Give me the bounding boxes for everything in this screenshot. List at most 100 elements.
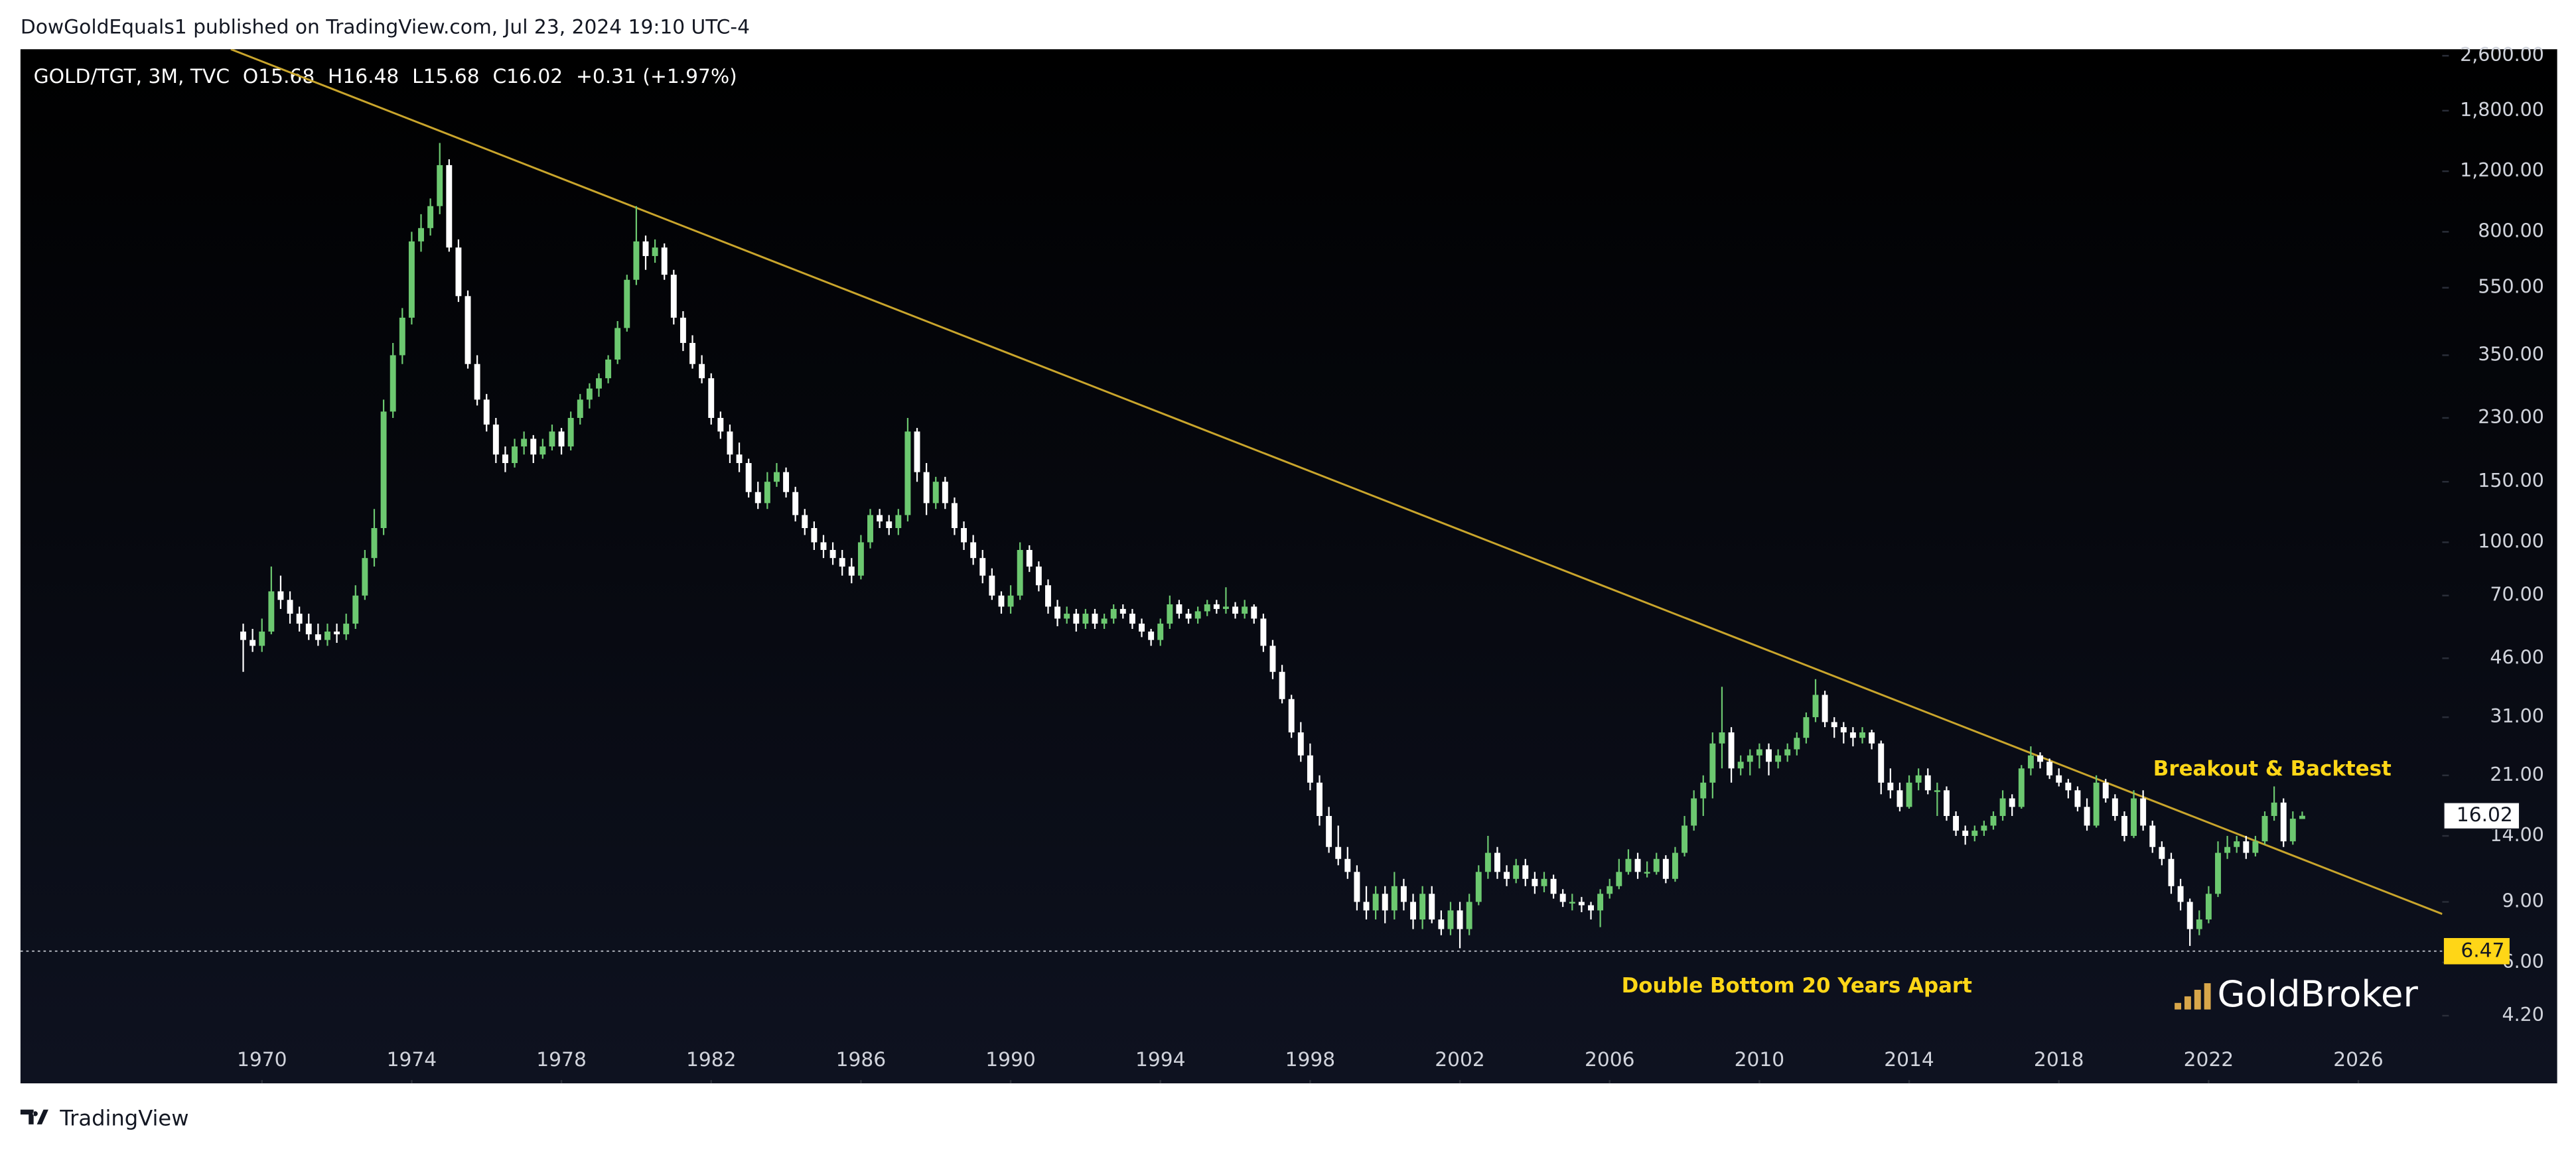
candle-body [2140, 798, 2147, 826]
support-price-box [2443, 937, 2510, 965]
candle-body [1849, 732, 1856, 738]
logo-bar [2175, 1002, 2182, 1010]
candle-body [792, 492, 799, 515]
candle-body [1924, 775, 1931, 791]
candle-body [904, 431, 911, 515]
candle-body [1728, 732, 1735, 769]
footer-brand: TradingView [59, 1105, 188, 1130]
candle-body [1494, 852, 1500, 872]
y-tick-label: 150.00 [2478, 470, 2544, 492]
candle-body [1194, 611, 1201, 619]
candle-body [1859, 732, 1865, 738]
candle-body [399, 317, 405, 356]
candle-body [1616, 872, 1622, 886]
candle-body [1794, 738, 1800, 750]
candle-body [848, 567, 855, 576]
candle-body [989, 575, 995, 596]
candle-body [942, 482, 948, 504]
x-tick-label: 2002 [1435, 1048, 1485, 1071]
candle-body [1017, 550, 1023, 596]
axes: 2,600.00 1,800.00 1,200.00 800.00 550.00 350.… [237, 44, 2544, 1084]
candle-body [296, 614, 303, 624]
candle-body [315, 634, 321, 640]
candle-body [802, 515, 808, 529]
candle-body [699, 364, 705, 379]
x-tick-label: 1982 [686, 1048, 737, 1071]
candle-body [305, 624, 312, 635]
x-tick-label: 2018 [2034, 1048, 2084, 1071]
candle-body [1242, 606, 1248, 614]
candle-body [539, 446, 546, 455]
x-tick-label: 1994 [1135, 1048, 1186, 1071]
candle-body [1279, 671, 1285, 699]
x-tick-label: 1970 [237, 1048, 287, 1071]
candle-body [708, 378, 715, 418]
candle-body [951, 503, 958, 529]
candle-body [1288, 699, 1295, 733]
last-price-label: 16.02 [2457, 803, 2513, 827]
candle-body [1578, 902, 1585, 906]
candle-body [371, 528, 378, 559]
candle-body [2280, 802, 2287, 842]
candle-body [1756, 749, 1762, 756]
candle-body [2299, 815, 2305, 819]
candle-body [2196, 919, 2202, 929]
candle-body [343, 624, 350, 635]
candle-body [1999, 798, 2006, 816]
candle-body [1662, 858, 1669, 879]
candle-body [446, 165, 453, 248]
candle-body [1775, 755, 1782, 762]
candle-body [2215, 852, 2221, 894]
candle-body [1906, 782, 1912, 807]
candle-body [1559, 894, 1566, 902]
x-tick-label: 2022 [2184, 1048, 2234, 1071]
candle-body [1447, 910, 1454, 929]
candle-body [2186, 902, 2193, 929]
candle-body [923, 472, 930, 504]
y-tick-label: 350.00 [2478, 343, 2544, 365]
support-price-label: 6.47 [2461, 939, 2504, 962]
candle-body [2131, 798, 2137, 837]
candle-body [2018, 768, 2025, 807]
candle-body [324, 632, 330, 640]
candle-body [1569, 902, 1575, 904]
candle-body [998, 595, 1005, 607]
candle-body [867, 515, 873, 543]
candle-body [857, 542, 864, 576]
candle-body [1691, 798, 1697, 826]
candle-body [1026, 550, 1033, 567]
last-price-box [2443, 802, 2520, 830]
candle-body [970, 542, 977, 559]
candle-body [1045, 585, 1051, 607]
candle-body [1457, 910, 1463, 929]
candle-body [1419, 894, 1426, 920]
candle-body [1223, 606, 1229, 609]
candle-body [1251, 606, 1257, 619]
candle-body [829, 550, 836, 559]
candle-body [1625, 858, 1632, 872]
candle-body [1054, 606, 1061, 619]
publisher-line: DowGoldEquals1 published on TradingView.… [21, 16, 750, 39]
candle-body [408, 241, 415, 318]
candle-body [1139, 624, 1145, 632]
candle-body [2009, 798, 2015, 807]
legend-value: C16.02 [492, 65, 563, 88]
candle-body [1400, 886, 1407, 902]
candle-body [502, 454, 508, 464]
candle-body [1953, 815, 1960, 831]
legend-value: +0.31 (+1.97%) [576, 65, 737, 88]
candle-body [1766, 749, 1772, 762]
brand-name: GoldBroker [2217, 973, 2418, 1015]
candle-body [754, 492, 761, 504]
candle-body [2234, 841, 2240, 847]
candle-body [1653, 858, 1660, 872]
y-tick-label: 9.00 [2502, 890, 2544, 912]
candle-body [2271, 802, 2277, 816]
x-tick-label: 1998 [1285, 1048, 1336, 1071]
candle-body [1672, 852, 1678, 879]
candle-body [362, 558, 368, 596]
candle-body [1504, 872, 1510, 879]
candle-body [1167, 604, 1173, 624]
candle-body [1335, 846, 1342, 859]
